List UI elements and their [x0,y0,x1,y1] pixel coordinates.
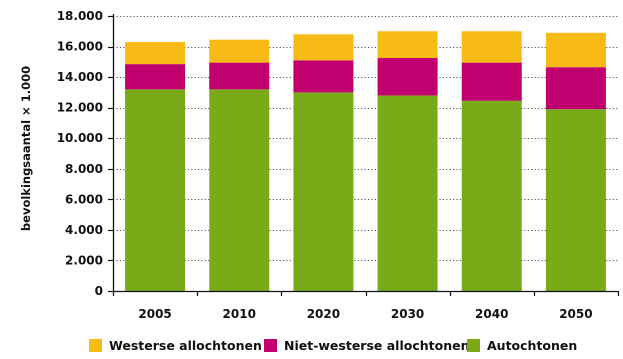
bar-segment [293,60,354,93]
bar-segment [377,95,438,291]
legend-swatch [89,339,102,352]
bar-segment [377,58,438,96]
x-tick-label: 2050 [559,307,592,321]
y-tick-label: 18.000 [57,9,103,23]
bar-segment [461,100,522,291]
x-tick-labels: 2005 2010 2020 2030 2040 2050 [138,307,592,321]
bar-segment [125,89,186,291]
x-tick-label: 2005 [138,307,171,321]
y-tick-labels: 0 2.000 4.000 6.000 8.000 10.000 12.000 14.000 1… [57,9,103,298]
y-tick-label: 8.000 [65,162,103,176]
bar-segment [545,109,606,291]
legend-item: Westerse allochtonen [89,338,262,353]
bar-segment [293,92,354,291]
legend-label: Autochtonen [487,338,577,353]
legend-swatch [264,339,277,352]
bar-segment [461,31,522,63]
bar-segment [545,32,606,68]
bar-segment [209,89,270,291]
y-tick-label: 10.000 [57,131,103,145]
legend-label: Westerse allochtonen [109,338,262,353]
y-tick-label: 0 [95,284,103,298]
bar-segment [545,67,606,110]
bar-segment [125,64,186,90]
gridlines [113,16,618,261]
bar-segment [209,62,270,90]
bar-segment [125,41,186,65]
bar-segment [461,62,522,101]
y-tick-label: 2.000 [65,253,103,267]
y-tick-label: 4.000 [65,223,103,237]
bar-segment [377,31,438,59]
bar-segment [209,39,270,63]
x-tick-label: 2020 [307,307,340,321]
y-tick-label: 12.000 [57,101,103,115]
legend-swatch [467,339,480,352]
legend-label: Niet-westerse allochtonen [284,338,469,353]
x-tick-label: 2040 [475,307,508,321]
y-axis-title: bevolkingsaantal × 1.000 [19,66,33,231]
x-tick-label: 2030 [391,307,424,321]
y-tick-label: 14.000 [57,70,103,84]
legend-item: Autochtonen [467,338,577,353]
axes [108,14,620,296]
bar-segment [293,34,354,61]
legend-item: Niet-westerse allochtonen [264,338,469,353]
y-tick-label: 16.000 [57,40,103,54]
x-tick-label: 2010 [223,307,256,321]
bars [125,31,606,291]
y-tick-label: 6.000 [65,192,103,206]
legend: Westerse allochtonen Niet-westerse alloch… [89,338,577,353]
